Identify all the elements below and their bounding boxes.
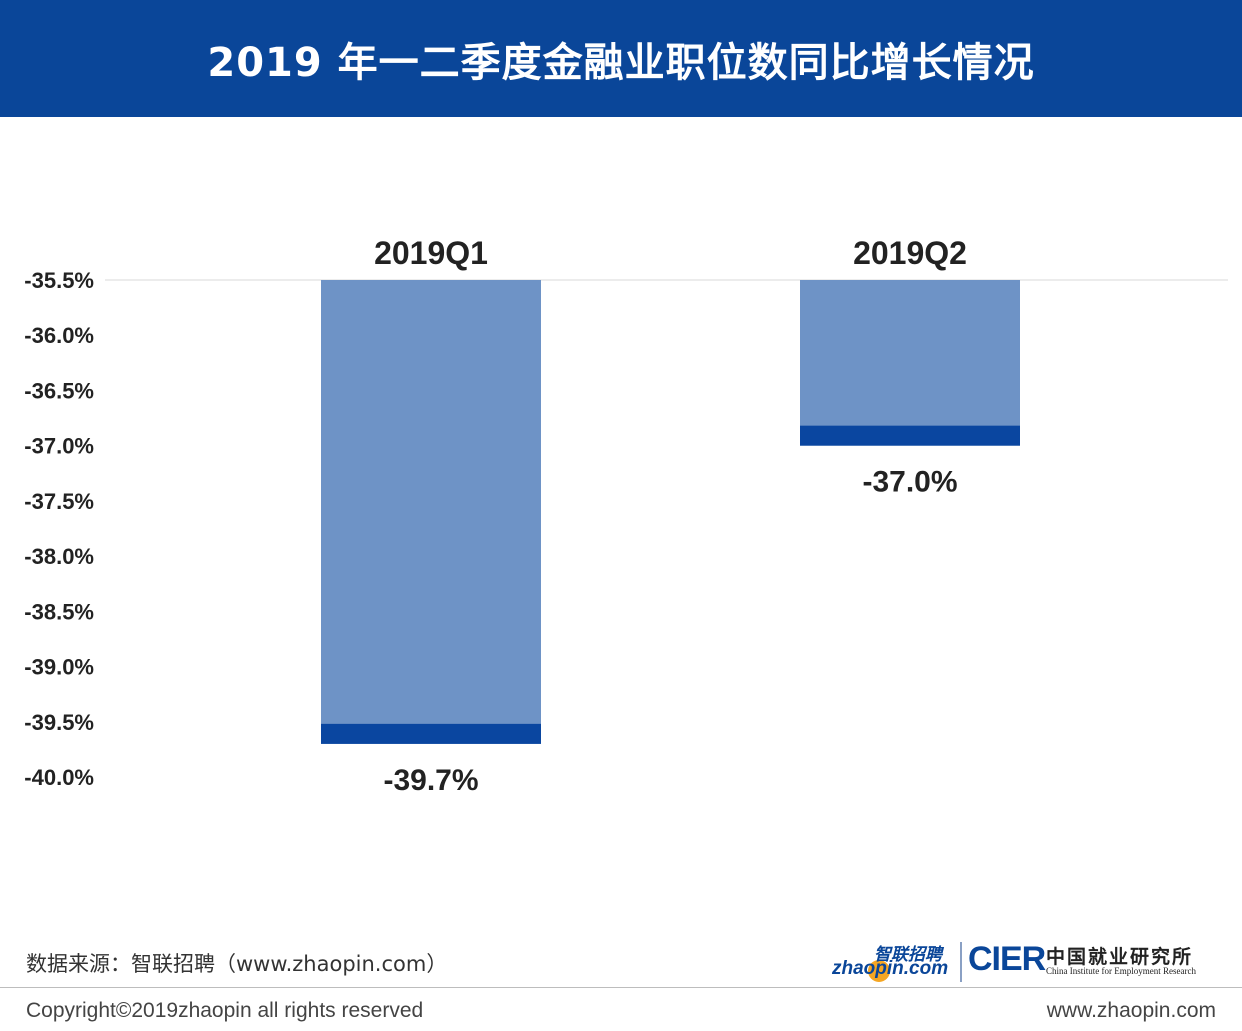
cier-name-cn: 中国就业研究所 — [1046, 946, 1194, 968]
header-banner: 2019 年一二季度金融业职位数同比增长情况 — [0, 0, 1242, 117]
data-label: -39.7% — [383, 764, 478, 797]
cier-name-en: China Institute for Employment Research — [1046, 966, 1196, 976]
y-tick-label: -38.5% — [24, 599, 94, 624]
bar-tip — [800, 425, 1020, 446]
chart-title: 2019 年一二季度金融业职位数同比增长情况 — [207, 39, 1035, 86]
y-tick-label: -37.5% — [24, 489, 94, 514]
y-tick-label: -36.5% — [24, 378, 94, 403]
y-tick-label: -38.0% — [24, 544, 94, 569]
footer-divider — [0, 987, 1242, 988]
copyright: Copyright©2019zhaopin all rights reserve… — [26, 999, 424, 1022]
category-label: 2019Q2 — [853, 235, 967, 271]
bar — [800, 280, 1020, 446]
bar — [321, 280, 541, 744]
y-tick-label: -35.5% — [24, 268, 94, 293]
category-label: 2019Q1 — [374, 235, 488, 271]
zhaopin-logo-en: zhaopin.com — [832, 958, 949, 979]
bar-chart: -35.5% -36.0% -36.5% -37.0% -37.5% -38.0% -38.… — [24, 235, 1228, 797]
data-label: -37.0% — [862, 466, 957, 499]
data-source: 数据来源：智联招聘（www.zhaopin.com） — [26, 952, 448, 976]
y-tick-label: -39.0% — [24, 655, 94, 680]
logos: 智联招聘 zhaopin.com CIER 中国就业研究所 China Inst… — [830, 938, 1230, 988]
y-tick-label: -40.0% — [24, 765, 94, 790]
y-tick-label: -36.0% — [24, 323, 94, 348]
zhaopin-logo-cn: 智联招聘 — [874, 945, 942, 965]
cier-logo: CIER — [968, 940, 1046, 978]
zhaopin-logo: 智联招聘 zhaopin.com — [830, 940, 950, 984]
bar-tip — [321, 723, 541, 744]
logo-divider — [960, 942, 962, 982]
zhaopin-logo-dot — [868, 960, 890, 982]
y-tick-label: -39.5% — [24, 710, 94, 735]
website: www.zhaopin.com — [1046, 999, 1216, 1022]
y-tick-label: -37.0% — [24, 434, 94, 459]
